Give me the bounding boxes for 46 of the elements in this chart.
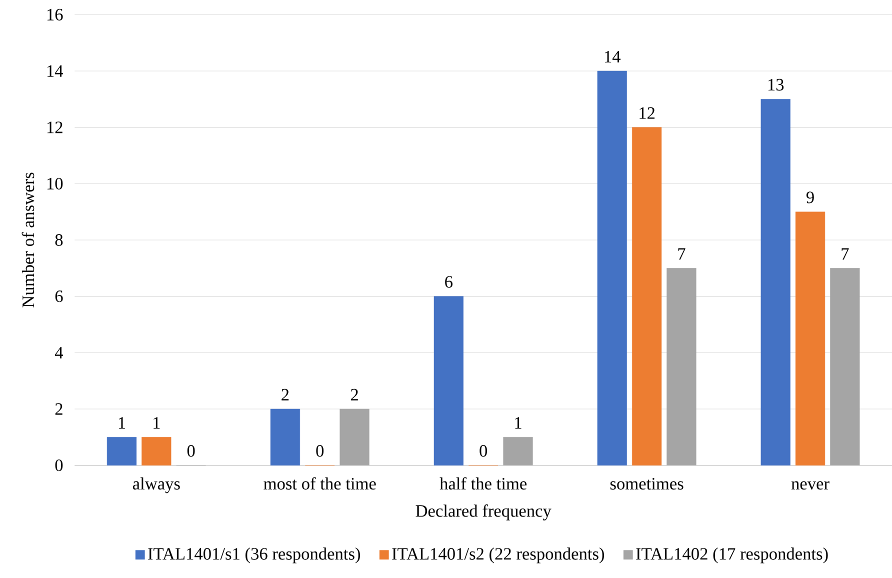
- bar: [503, 437, 533, 466]
- x-tick-label: never: [791, 481, 830, 490]
- legend-label: ITAL1402 (17 respondents): [636, 548, 828, 564]
- y-tick-label: 8: [55, 234, 63, 246]
- data-label: 1: [118, 417, 126, 429]
- x-tick-label: most of the time: [264, 477, 376, 490]
- data-label: 13: [768, 78, 784, 91]
- bar: [830, 268, 860, 466]
- legend-label: ITAL1401/s1 (36 respondents): [148, 548, 360, 564]
- bar: [142, 437, 172, 466]
- x-axis-title: Declared frequency: [416, 504, 552, 520]
- data-label: 0: [480, 445, 488, 457]
- x-tick-label: sometimes: [610, 478, 684, 490]
- bar: [106, 437, 137, 466]
- data-label: 2: [282, 388, 289, 400]
- data-label: 1: [154, 417, 160, 429]
- data-label: 2: [350, 388, 358, 400]
- bar: [434, 296, 464, 466]
- data-label: 9: [806, 192, 814, 204]
- data-label: 7: [678, 248, 686, 260]
- data-label: 12: [640, 107, 655, 119]
- bar: [666, 268, 696, 466]
- legend-label: ITAL1401/s2 (22 respondents): [392, 548, 604, 564]
- data-label: 7: [842, 248, 849, 260]
- data-label: 1: [515, 417, 522, 429]
- y-tick-label: 12: [47, 122, 62, 134]
- y-tick-label: 0: [55, 459, 63, 472]
- data-label: 0: [316, 445, 324, 457]
- x-tick-label: always: [132, 477, 180, 494]
- x-tick-label: half the time: [440, 477, 527, 490]
- y-tick-label: 4: [54, 346, 64, 358]
- y-tick-label: 6: [55, 290, 63, 302]
- data-label: 14: [604, 50, 621, 62]
- bar: [270, 408, 300, 466]
- bar: [597, 70, 627, 466]
- bar: [760, 99, 790, 466]
- y-tick-label: 16: [47, 8, 63, 20]
- bar: [632, 127, 662, 466]
- y-tick-label: 10: [47, 178, 63, 190]
- bar: [795, 212, 826, 466]
- y-tick-label: 2: [55, 403, 62, 415]
- y-axis-title: Number of answers: [22, 172, 34, 308]
- y-tick-label: 14: [47, 65, 64, 77]
- bar: [340, 408, 370, 466]
- data-label: 0: [187, 445, 195, 457]
- data-label: 6: [445, 276, 452, 288]
